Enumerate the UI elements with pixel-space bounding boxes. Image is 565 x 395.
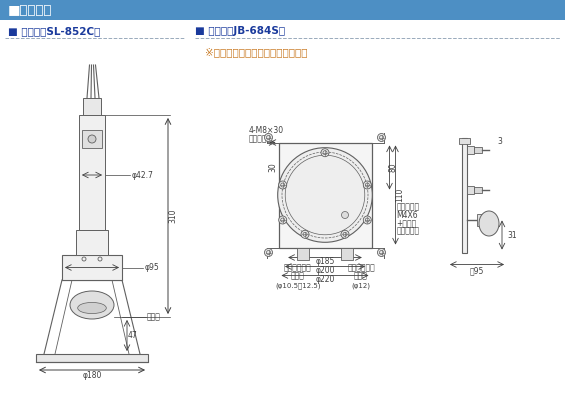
Bar <box>467 186 474 194</box>
Circle shape <box>264 248 272 256</box>
Text: φ220: φ220 <box>315 275 334 284</box>
Circle shape <box>377 248 385 256</box>
Bar <box>83 98 101 115</box>
Circle shape <box>341 211 349 218</box>
Ellipse shape <box>78 303 106 314</box>
Text: 導入口: 導入口 <box>354 271 368 280</box>
Bar <box>297 248 309 260</box>
Circle shape <box>363 216 371 224</box>
Circle shape <box>264 134 272 141</box>
Text: 継95: 継95 <box>470 266 484 275</box>
Text: φ200: φ200 <box>315 266 334 275</box>
Bar <box>459 137 470 143</box>
Circle shape <box>321 149 329 157</box>
Text: 専用ケーブル: 専用ケーブル <box>347 263 375 272</box>
Text: 導入口: 導入口 <box>291 271 305 280</box>
Text: ※下図をクリックすと拡大します。: ※下図をクリックすと拡大します。 <box>205 47 307 57</box>
Text: 3: 3 <box>497 137 502 146</box>
Bar <box>474 147 482 152</box>
Bar <box>462 137 467 252</box>
Circle shape <box>88 135 96 143</box>
Bar <box>76 230 108 255</box>
Ellipse shape <box>479 211 499 236</box>
Circle shape <box>301 230 309 238</box>
Text: φ180: φ180 <box>82 371 102 380</box>
Text: 4-M8×30: 4-M8×30 <box>249 126 284 135</box>
Bar <box>82 130 102 148</box>
Text: 31: 31 <box>507 231 516 240</box>
Text: 110: 110 <box>395 188 404 202</box>
Text: 310: 310 <box>168 209 177 223</box>
Text: φ185: φ185 <box>315 257 334 266</box>
Text: 47: 47 <box>127 331 137 340</box>
Bar <box>0 0 565 20</box>
Text: +字穴付: +字穴付 <box>397 218 417 228</box>
Text: ■ 中継笱　JB-684S型: ■ 中継笱 JB-684S型 <box>195 26 285 36</box>
Circle shape <box>363 181 371 189</box>
Circle shape <box>341 230 349 238</box>
Bar <box>341 248 353 260</box>
Text: φ42.7: φ42.7 <box>132 171 154 179</box>
Text: (φ10.5～12.5): (φ10.5～12.5) <box>275 282 321 289</box>
Circle shape <box>377 134 385 141</box>
Circle shape <box>278 148 372 242</box>
Bar <box>279 143 372 248</box>
Text: ■ 検出器　SL-852C型: ■ 検出器 SL-852C型 <box>8 26 101 36</box>
Text: 伝送ケーブル: 伝送ケーブル <box>284 263 312 272</box>
Text: 六角ボルト: 六角ボルト <box>249 134 272 143</box>
Text: 80: 80 <box>389 163 398 172</box>
Bar <box>474 187 482 193</box>
Circle shape <box>279 216 286 224</box>
Bar <box>467 145 474 154</box>
Bar <box>62 255 122 280</box>
Text: 接地端子用: 接地端子用 <box>397 203 420 211</box>
Bar <box>79 115 105 230</box>
Text: M4X6: M4X6 <box>397 211 418 220</box>
Bar <box>477 214 487 226</box>
Text: ■機器構成: ■機器構成 <box>8 4 53 17</box>
Bar <box>36 354 148 362</box>
Text: (φ12): (φ12) <box>351 282 371 289</box>
Text: ナベ小ネジ: ナベ小ネジ <box>397 226 420 235</box>
Text: φ95: φ95 <box>145 263 160 272</box>
Ellipse shape <box>70 291 114 319</box>
Circle shape <box>279 181 286 189</box>
Text: ゼロ点: ゼロ点 <box>147 312 161 322</box>
Text: 30: 30 <box>268 163 277 172</box>
